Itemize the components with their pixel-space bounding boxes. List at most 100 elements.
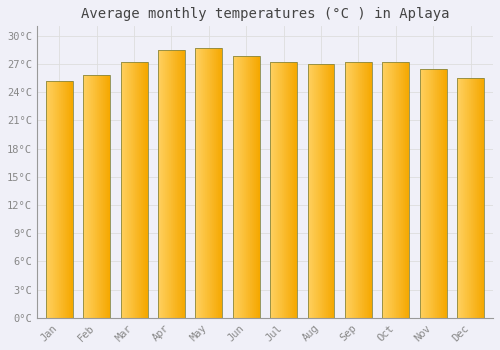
Bar bbox=[423, 69, 424, 318]
Bar bbox=[258, 56, 259, 318]
Bar bbox=[383, 62, 384, 318]
Bar bbox=[142, 62, 143, 318]
Bar bbox=[393, 62, 394, 318]
Bar bbox=[466, 78, 468, 318]
Bar bbox=[249, 56, 250, 318]
Bar bbox=[279, 62, 280, 318]
Bar bbox=[314, 64, 315, 318]
Bar bbox=[166, 50, 168, 318]
Bar bbox=[196, 48, 198, 318]
Bar bbox=[236, 56, 237, 318]
Bar bbox=[214, 48, 215, 318]
Bar bbox=[220, 48, 221, 318]
Bar bbox=[367, 62, 368, 318]
Title: Average monthly temperatures (°C ) in Aplaya: Average monthly temperatures (°C ) in Ap… bbox=[80, 7, 449, 21]
Bar bbox=[100, 75, 102, 318]
Bar bbox=[50, 81, 51, 318]
Bar bbox=[436, 69, 438, 318]
Bar bbox=[313, 64, 314, 318]
Bar bbox=[84, 75, 85, 318]
Bar bbox=[85, 75, 86, 318]
Bar bbox=[200, 48, 201, 318]
Bar bbox=[145, 62, 146, 318]
Bar bbox=[212, 48, 213, 318]
Bar bbox=[293, 62, 294, 318]
Bar bbox=[51, 81, 52, 318]
Bar bbox=[218, 48, 219, 318]
Bar bbox=[207, 48, 208, 318]
Bar bbox=[122, 62, 124, 318]
Bar bbox=[368, 62, 369, 318]
Bar bbox=[146, 62, 147, 318]
Bar bbox=[316, 64, 317, 318]
Bar bbox=[400, 62, 401, 318]
Bar bbox=[217, 48, 218, 318]
Bar bbox=[239, 56, 240, 318]
Bar bbox=[387, 62, 388, 318]
Bar bbox=[48, 81, 49, 318]
Bar bbox=[238, 56, 239, 318]
Bar bbox=[350, 62, 351, 318]
Bar bbox=[140, 62, 141, 318]
Bar bbox=[309, 64, 310, 318]
Bar bbox=[292, 62, 293, 318]
Bar bbox=[405, 62, 406, 318]
Bar bbox=[330, 64, 331, 318]
Bar bbox=[420, 69, 421, 318]
Bar bbox=[46, 81, 47, 318]
Bar bbox=[369, 62, 370, 318]
Bar bbox=[55, 81, 56, 318]
Bar bbox=[283, 62, 284, 318]
Bar bbox=[124, 62, 126, 318]
Bar bbox=[362, 62, 363, 318]
Bar bbox=[324, 64, 325, 318]
Bar bbox=[353, 62, 354, 318]
Bar bbox=[86, 75, 87, 318]
Bar bbox=[382, 62, 383, 318]
Bar bbox=[90, 75, 92, 318]
Bar bbox=[482, 78, 484, 318]
Bar bbox=[237, 56, 238, 318]
Bar bbox=[219, 48, 220, 318]
Bar bbox=[251, 56, 252, 318]
Bar bbox=[234, 56, 235, 318]
Bar bbox=[427, 69, 428, 318]
Bar bbox=[354, 62, 355, 318]
Bar bbox=[280, 62, 281, 318]
Bar bbox=[355, 62, 356, 318]
Bar bbox=[179, 50, 180, 318]
Bar bbox=[321, 64, 322, 318]
Bar bbox=[395, 62, 396, 318]
Bar bbox=[361, 62, 362, 318]
Bar bbox=[204, 48, 205, 318]
Bar bbox=[329, 64, 330, 318]
Bar bbox=[196, 48, 222, 318]
Bar bbox=[463, 78, 464, 318]
Bar bbox=[211, 48, 212, 318]
Bar bbox=[440, 69, 442, 318]
Bar bbox=[94, 75, 96, 318]
Bar bbox=[58, 81, 59, 318]
Bar bbox=[92, 75, 94, 318]
Bar bbox=[259, 56, 260, 318]
Bar bbox=[435, 69, 436, 318]
Bar bbox=[424, 69, 425, 318]
Bar bbox=[319, 64, 320, 318]
Bar bbox=[291, 62, 292, 318]
Bar bbox=[284, 62, 285, 318]
Bar bbox=[396, 62, 397, 318]
Bar bbox=[394, 62, 395, 318]
Bar bbox=[98, 75, 100, 318]
Bar bbox=[356, 62, 357, 318]
Bar bbox=[404, 62, 405, 318]
Bar bbox=[250, 56, 251, 318]
Bar bbox=[147, 62, 148, 318]
Bar bbox=[244, 56, 245, 318]
Bar bbox=[457, 78, 484, 318]
Bar bbox=[384, 62, 385, 318]
Bar bbox=[312, 64, 313, 318]
Bar bbox=[174, 50, 175, 318]
Bar bbox=[294, 62, 295, 318]
Bar bbox=[138, 62, 139, 318]
Bar bbox=[181, 50, 182, 318]
